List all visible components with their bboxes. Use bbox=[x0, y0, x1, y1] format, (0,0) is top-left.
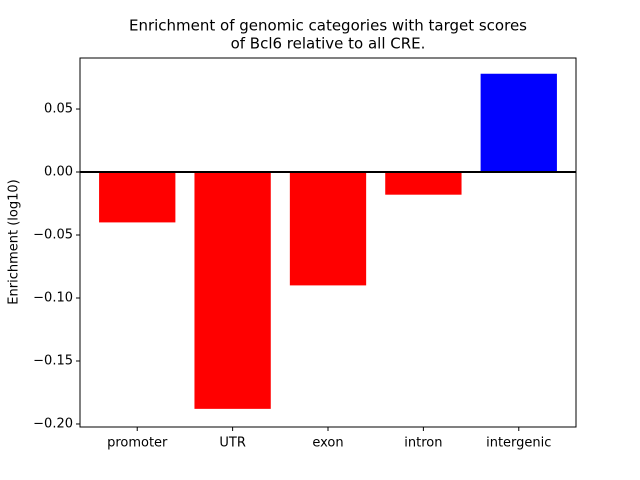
bar bbox=[99, 172, 176, 223]
y-tick-label: −0.05 bbox=[33, 228, 73, 243]
x-tick-label: intron bbox=[404, 436, 442, 451]
y-tick-label: −0.10 bbox=[33, 290, 73, 305]
y-tick-label: 0.00 bbox=[44, 165, 73, 180]
plot-frame bbox=[79, 57, 577, 428]
bar bbox=[194, 172, 271, 409]
chart-title: Enrichment of genomic categories with ta… bbox=[129, 17, 527, 35]
x-tick-label: intergenic bbox=[486, 436, 551, 451]
y-tick-label: −0.15 bbox=[33, 353, 73, 368]
y-tick-label: 0.05 bbox=[44, 102, 73, 117]
x-tick-label: UTR bbox=[219, 436, 246, 451]
bar bbox=[289, 172, 367, 286]
chart-title: of Bcl6 relative to all CRE. bbox=[231, 35, 426, 53]
x-tick-label: exon bbox=[312, 436, 343, 451]
bar bbox=[385, 172, 462, 195]
y-tick-label: −0.20 bbox=[33, 416, 73, 431]
bar bbox=[480, 73, 557, 173]
x-tick-label: promoter bbox=[107, 436, 168, 451]
y-axis-label: Enrichment (log10) bbox=[7, 179, 22, 304]
